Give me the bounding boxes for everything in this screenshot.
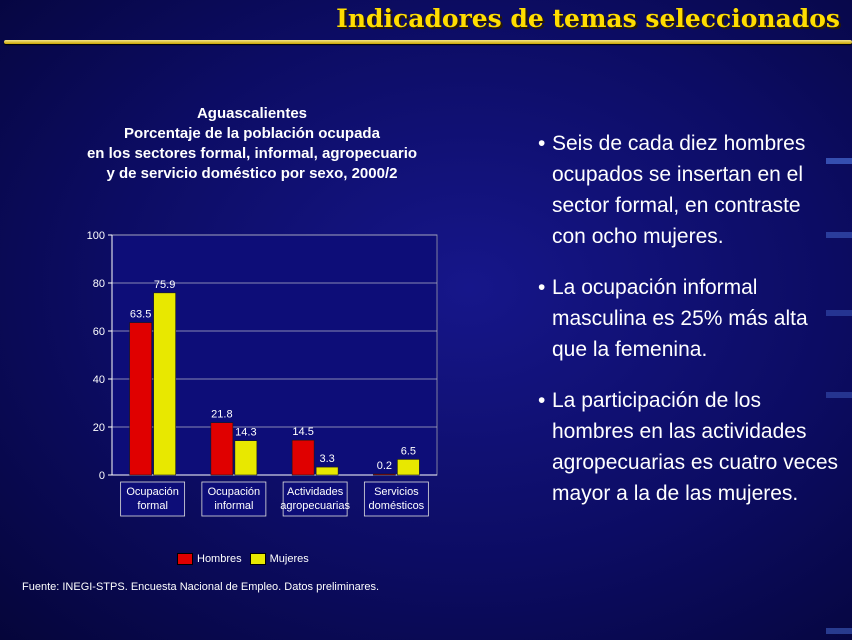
data-label: 3.3: [319, 453, 334, 465]
bar-mujeres: [315, 466, 339, 476]
legend-label-mujeres: Mujeres: [269, 553, 309, 565]
title-underline: [4, 40, 852, 44]
chart-title-line-4: y de servicio doméstico por sexo, 2000/2: [106, 165, 398, 182]
chart-title: Aguascalientes Porcentaje de la població…: [22, 104, 482, 184]
x-tick-label: domésticos: [369, 500, 425, 512]
category-label-box: [363, 481, 429, 517]
category-label-box: [120, 481, 186, 517]
y-tick-label: 40: [93, 374, 105, 386]
category-label-box: [201, 481, 267, 517]
x-tick-label: Ocupación: [208, 486, 261, 498]
x-tick-label: Servicios: [374, 486, 419, 498]
data-label: 63.5: [130, 309, 151, 321]
data-label: 14.3: [235, 427, 256, 439]
y-tick-label: 60: [93, 326, 105, 338]
bar-hombres: [373, 473, 396, 476]
y-tick-label: 20: [93, 422, 105, 434]
category-label-box: [282, 481, 348, 517]
x-tick-label: Actividades: [287, 486, 344, 498]
x-tick-label: agropecuarias: [280, 500, 350, 512]
chart-title-line-3: en los sectores formal, informal, agrope…: [86, 145, 418, 162]
chart-title-line-1: Aguascalientes: [196, 105, 308, 122]
x-tick-label: informal: [214, 500, 253, 512]
legend-item-hombres: Hombres: [177, 553, 242, 565]
bar-mujeres: [397, 459, 420, 476]
legend-item-mujeres: Mujeres: [249, 553, 309, 565]
chart-legend: Hombres Mujeres: [177, 553, 317, 565]
y-tick-label: 0: [99, 470, 105, 482]
decor-bar: [826, 232, 852, 238]
y-tick-label: 100: [87, 230, 105, 242]
bar-mujeres: [234, 440, 258, 476]
bar-mujeres: [153, 292, 176, 476]
legend-label-hombres: Hombres: [197, 553, 242, 565]
decor-bar: [826, 158, 852, 164]
data-label: 6.5: [401, 445, 416, 457]
bullet-list: Seis de cada diez hombres ocupados se in…: [538, 128, 838, 529]
bullet-item: La participación de los hombres en las a…: [538, 385, 838, 509]
bullet-item: Seis de cada diez hombres ocupados se in…: [538, 128, 838, 252]
decor-bar: [826, 392, 852, 398]
bar-hombres: [291, 439, 315, 476]
decor-bar: [826, 310, 852, 316]
data-label: 21.8: [211, 409, 232, 421]
data-label: 0.2: [377, 460, 392, 472]
bullet-item: La ocupación informal masculina es 25% m…: [538, 272, 838, 365]
x-tick-label: Ocupación: [126, 486, 179, 498]
bar-hombres: [129, 322, 152, 476]
bar-hombres: [210, 422, 234, 476]
data-label: 75.9: [154, 279, 175, 291]
decor-bar: [826, 628, 852, 634]
legend-swatch-hombres: [177, 553, 193, 565]
legend-swatch-mujeres: [249, 553, 266, 565]
x-tick-label: formal: [137, 500, 168, 512]
data-label: 14.5: [292, 426, 313, 438]
chart-title-line-2: Porcentaje de la población ocupada: [124, 125, 380, 142]
source-note: Fuente: INEGI-STPS. Encuesta Nacional de…: [22, 581, 380, 593]
y-tick-label: 80: [93, 278, 105, 290]
page-title: Indicadores de temas seleccionados: [336, 4, 840, 33]
